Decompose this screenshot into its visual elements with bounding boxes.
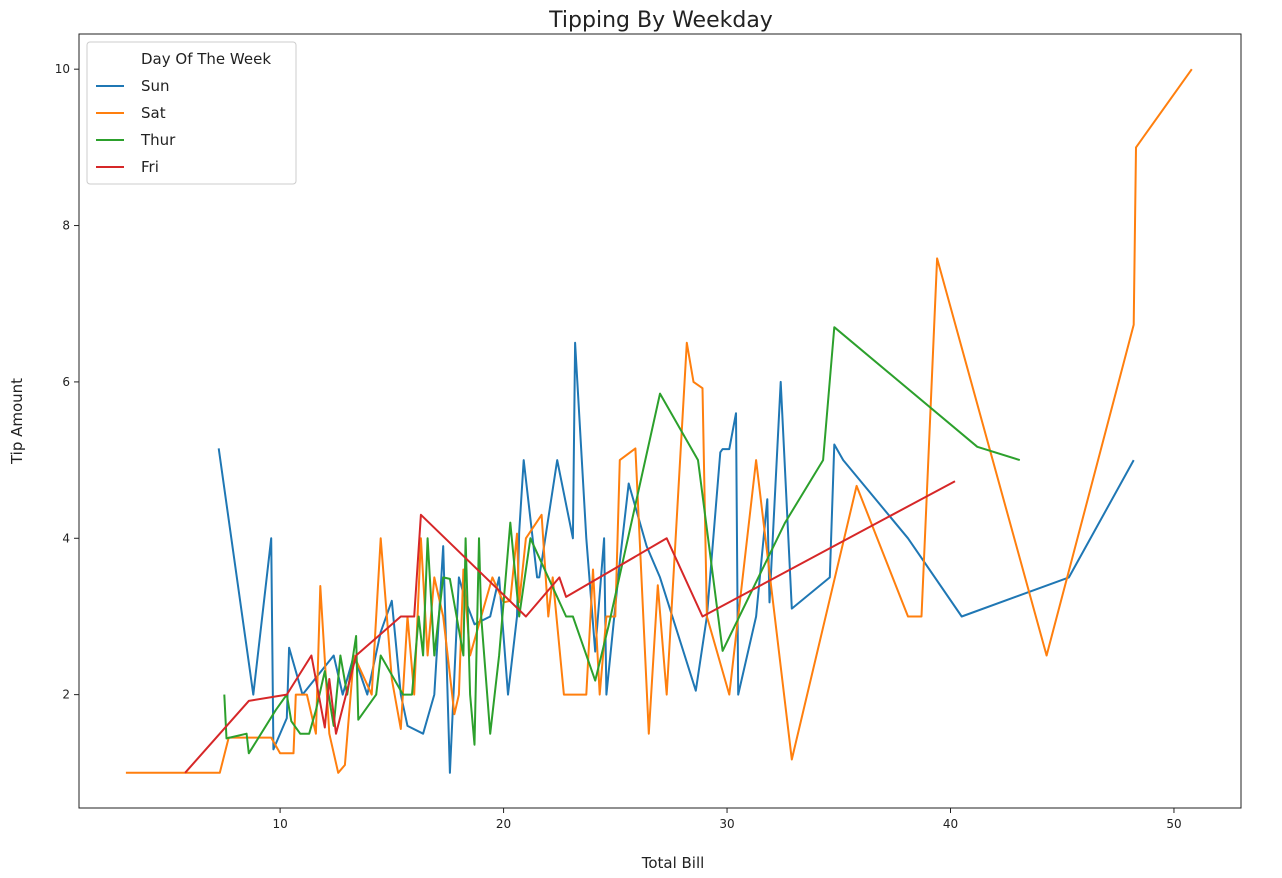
legend-frame — [86, 41, 297, 185]
chart-title: Tipping By Weekday — [548, 8, 773, 33]
y-axis-label: Tip Amount — [8, 378, 26, 465]
legend-label-thur: Thur — [140, 131, 176, 149]
x-axis-ticks: 10 20 30 40 50 — [272, 808, 1182, 831]
y-tick-label: 6 — [62, 375, 70, 389]
x-axis-label: Total Bill — [641, 854, 705, 872]
legend-label-sat: Sat — [141, 104, 166, 122]
y-tick-label: 4 — [62, 531, 70, 545]
y-tick-label: 2 — [62, 688, 70, 702]
x-tick-label: 20 — [496, 817, 511, 831]
x-tick-label: 40 — [943, 817, 958, 831]
x-tick-label: 10 — [272, 817, 287, 831]
series-layer — [125, 68, 1193, 774]
legend-label-sun: Sun — [141, 77, 170, 95]
series-line-sun — [217, 341, 1135, 774]
x-tick-label: 30 — [719, 817, 734, 831]
x-tick-label: 50 — [1166, 817, 1181, 831]
y-tick-label: 10 — [55, 62, 70, 76]
series-line-fri — [184, 480, 956, 774]
series-line-sat — [125, 68, 1193, 774]
legend-label-fri: Fri — [141, 158, 159, 176]
legend-title: Day Of The Week — [141, 50, 271, 68]
series-line-thur — [223, 326, 1021, 755]
y-axis-ticks: 2 4 6 8 10 — [55, 62, 79, 702]
y-tick-label: 8 — [62, 219, 70, 233]
legend: Day Of The Week Sun Sat Thur Fri — [86, 41, 297, 185]
